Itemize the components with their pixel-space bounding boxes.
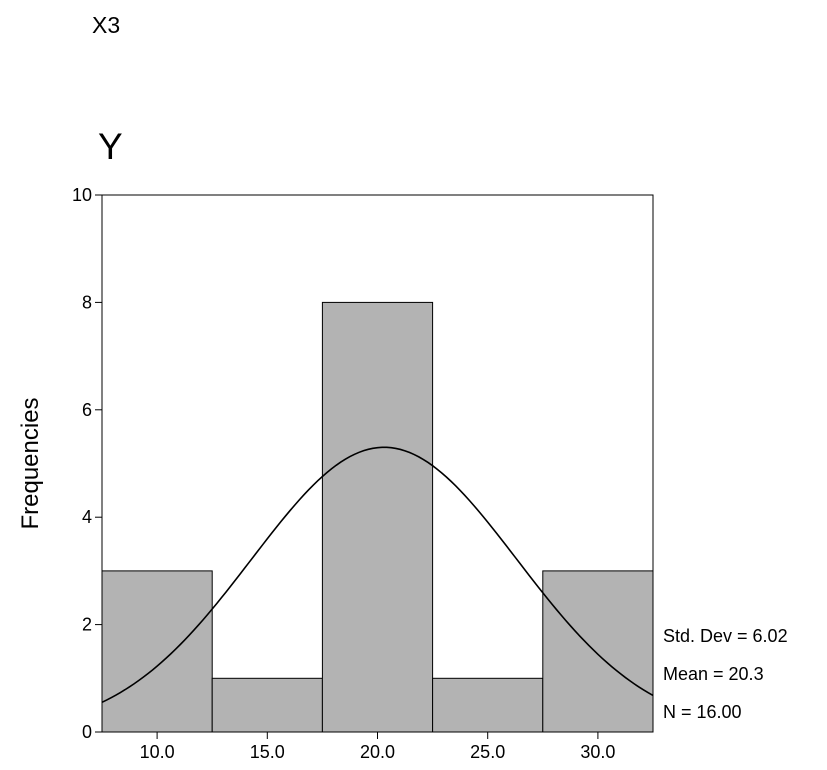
- x-tick-label: 30.0: [580, 742, 615, 762]
- y-tick-label: 6: [82, 400, 92, 420]
- chart-title: Y: [98, 126, 123, 167]
- histogram-bar-30.0: [542, 570, 654, 733]
- stat-std-dev: Std. Dev = 6.02: [663, 626, 788, 646]
- y-tick-label: 8: [82, 292, 92, 312]
- stat-n: N = 16.00: [663, 702, 742, 722]
- x-tick-label: 15.0: [250, 742, 285, 762]
- y-tick-label: 2: [82, 615, 92, 635]
- y-axis-label: Frequencies: [17, 397, 44, 529]
- y-tick-label: 10: [72, 185, 92, 205]
- y-tick-label: 4: [82, 507, 92, 527]
- x-tick-label: 10.0: [140, 742, 175, 762]
- stat-mean: Mean = 20.3: [663, 664, 764, 684]
- normal-curve: [101, 446, 654, 704]
- x-tick-label: 20.0: [360, 742, 395, 762]
- histogram-bars: [101, 301, 654, 733]
- x-tick-label: 25.0: [470, 742, 505, 762]
- histogram-bar-25.0: [432, 677, 544, 733]
- x-axis: 10.0 15.0 20.0 25.0 30.0: [140, 732, 615, 762]
- page-label: X3: [92, 12, 121, 38]
- y-axis: 0 2 4 6 8 10: [72, 185, 102, 742]
- histogram-bar-15.0: [211, 677, 323, 733]
- histogram-bar-10.0: [101, 570, 213, 733]
- y-tick-label: 0: [82, 722, 92, 742]
- histogram-bar-20.0: [321, 301, 434, 733]
